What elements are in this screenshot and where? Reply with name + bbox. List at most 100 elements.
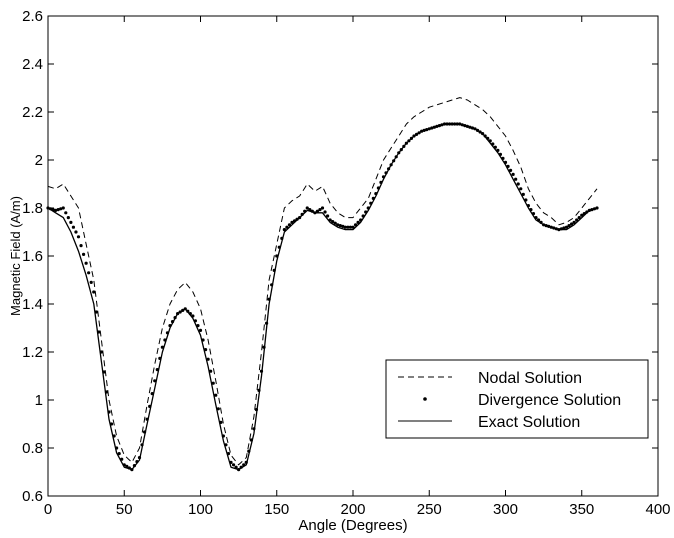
data-point [203,348,208,352]
data-point [336,223,340,227]
data-point [170,320,175,324]
data-point [137,456,142,460]
y-axis: 0.6 0.8 1 1.2 1.4 1.6 1.8 2 2.2 2.4 2.6 [22,8,658,505]
data-point [491,142,495,146]
data-point [427,127,431,131]
data-point [552,226,556,230]
data-point [94,310,98,314]
data-point [371,196,375,200]
data-point [483,134,487,138]
data-point [99,350,103,354]
data-point [514,177,518,181]
x-tick-label: 250 [417,501,442,518]
data-point [313,211,317,215]
data-point [282,228,286,232]
data-point [590,208,594,212]
data-point [320,206,325,210]
x-tick-label: 400 [645,501,670,518]
data-point [84,261,88,265]
data-point [531,212,536,216]
data-point [89,280,93,284]
data-point [97,330,101,334]
data-point [374,192,378,196]
y-tick-label: 1.2 [22,344,43,361]
data-point [557,228,561,232]
data-point [115,446,119,450]
data-point [176,312,180,316]
y-tick-label: 0.6 [22,488,43,505]
data-point [526,204,530,208]
data-point [122,463,126,467]
data-point [420,129,424,133]
data-point [442,122,447,126]
data-point [361,214,365,218]
data-point [414,132,419,136]
x-tick-label: 300 [493,501,518,518]
data-point [351,225,355,229]
data-point [458,122,462,126]
data-point [237,468,241,472]
data-point [343,225,347,229]
y-tick-label: 1.8 [22,200,43,217]
data-point [488,139,492,143]
y-tick-label: 2.6 [22,8,43,25]
series-divergence-solution [46,122,599,472]
data-point [285,225,289,229]
data-point [247,449,251,453]
data-point [211,381,215,385]
data-point [572,220,576,224]
legend-marker-divergence [423,397,427,401]
data-point [402,144,406,148]
data-point [585,210,589,214]
data-point [463,124,467,128]
data-point [407,139,411,143]
data-point [244,460,248,464]
data-point [506,164,510,168]
data-point [562,226,566,230]
data-point [178,310,182,314]
data-point [455,122,459,126]
data-point [196,324,200,328]
data-point [450,122,454,126]
data-point [404,141,408,145]
data-point [529,208,533,212]
data-point [503,160,508,164]
data-point [486,136,490,140]
data-point [270,283,274,287]
data-point [475,128,480,132]
data-point [564,225,569,229]
data-point [259,369,264,373]
x-axis: 0 50 100 150 200 250 300 350 400 [44,16,671,518]
data-point [109,422,114,426]
data-point [544,224,548,228]
data-point [201,338,205,342]
data-point [158,356,162,360]
data-point [346,225,350,229]
data-point [186,309,190,313]
data-point [470,126,475,130]
x-tick-label: 350 [569,501,594,518]
data-point [305,206,309,210]
data-point [333,221,337,225]
y-tick-label: 2.4 [22,56,43,73]
data-point [66,216,70,220]
data-point [325,214,330,218]
data-point [468,125,472,129]
data-point [135,460,139,464]
y-tick-label: 1 [35,392,43,409]
data-point [234,465,238,469]
data-point [267,297,271,301]
data-point [437,124,442,128]
data-point [229,460,233,464]
data-point [87,271,91,275]
data-point [567,224,571,228]
data-point [102,370,106,374]
data-point [173,316,177,320]
data-point [348,225,353,229]
data-point [148,404,152,408]
data-point [376,186,381,190]
y-tick-label: 2.2 [22,104,43,121]
data-point [473,127,477,131]
data-point [303,209,307,213]
